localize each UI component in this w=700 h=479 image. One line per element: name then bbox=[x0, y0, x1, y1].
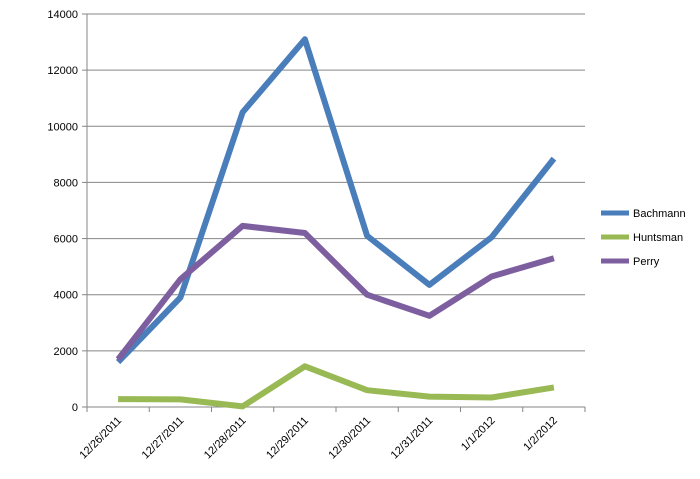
series-line-bachmann bbox=[115, 36, 557, 365]
y-tick-label: 4000 bbox=[54, 290, 78, 302]
x-tick-label: 12/27/2011 bbox=[140, 415, 187, 462]
y-tick-label: 12000 bbox=[47, 65, 78, 77]
y-tick-label: 0 bbox=[72, 402, 78, 414]
y-tick-label: 6000 bbox=[54, 234, 78, 246]
y-tick-label: 10000 bbox=[47, 121, 78, 133]
y-tick-labels: 0 2000 4000 6000 8000 10000 12000 14000 bbox=[47, 9, 78, 414]
series-line-perry bbox=[115, 222, 555, 362]
x-tick-label: 12/30/2011 bbox=[326, 415, 373, 462]
legend-label-huntsman: Huntsman bbox=[633, 232, 683, 244]
series-line-huntsman bbox=[118, 363, 555, 410]
x-tick-labels: 12/26/2011 12/27/2011 12/28/2011 12/29/2011… bbox=[77, 407, 586, 462]
x-tick-label: 1/1/2012 bbox=[459, 415, 498, 454]
legend-label-perry: Perry bbox=[633, 256, 660, 268]
legend: Bachmann Huntsman Perry bbox=[601, 208, 686, 268]
y-tick-label: 14000 bbox=[47, 9, 78, 21]
y-tick-label: 2000 bbox=[54, 346, 78, 358]
x-tick-label: 12/29/2011 bbox=[264, 415, 311, 462]
legend-label-bachmann: Bachmann bbox=[633, 208, 686, 220]
series-lines bbox=[115, 36, 557, 410]
x-tick-label: 1/2/2012 bbox=[521, 415, 560, 454]
x-tick-label: 12/28/2011 bbox=[202, 415, 249, 462]
y-tick-label: 8000 bbox=[54, 177, 78, 189]
x-tick-label: 12/31/2011 bbox=[389, 415, 436, 462]
x-tick-label: 12/26/2011 bbox=[77, 415, 124, 462]
